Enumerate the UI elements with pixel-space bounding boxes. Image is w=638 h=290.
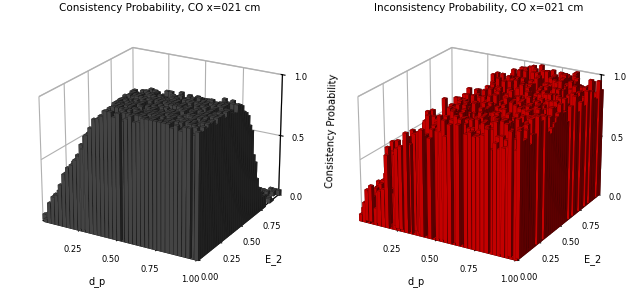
Y-axis label: E_2: E_2 [584,254,601,265]
Y-axis label: E_2: E_2 [265,254,282,265]
X-axis label: d_p: d_p [408,276,425,287]
Title: Inconsistency Probability, CO x=021 cm: Inconsistency Probability, CO x=021 cm [374,3,583,13]
X-axis label: d_p: d_p [89,276,106,287]
Title: Consistency Probability, CO x=021 cm: Consistency Probability, CO x=021 cm [59,3,260,13]
